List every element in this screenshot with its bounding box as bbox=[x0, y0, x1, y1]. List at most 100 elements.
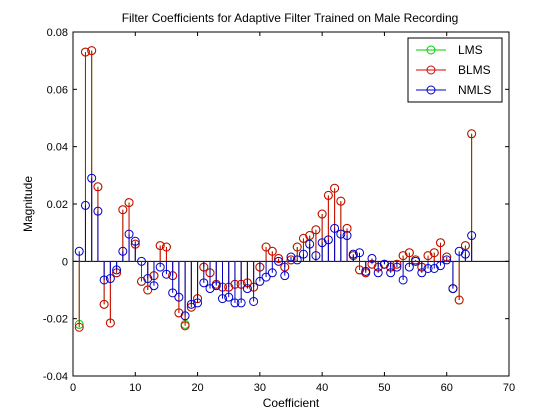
stem-marker bbox=[124, 198, 134, 208]
stem-marker bbox=[99, 275, 109, 285]
stem-marker bbox=[448, 284, 458, 294]
series-nmls bbox=[74, 173, 477, 321]
stem-marker bbox=[367, 253, 377, 263]
stem-marker bbox=[230, 298, 240, 308]
stem-marker bbox=[392, 259, 402, 269]
stem-marker bbox=[130, 236, 140, 246]
y-ticks: -0.04 -0.02 0 0.02 0.04 0.06 0.08 bbox=[43, 27, 509, 383]
stem-marker bbox=[429, 264, 439, 273]
stem-marker bbox=[249, 296, 259, 306]
stem-marker bbox=[292, 255, 302, 265]
stem-marker bbox=[342, 231, 352, 241]
stem-marker bbox=[467, 231, 477, 241]
stem-marker bbox=[336, 229, 346, 239]
x-tick-label: 70 bbox=[503, 382, 515, 394]
stems-layer bbox=[74, 46, 477, 332]
stem-marker bbox=[261, 272, 271, 282]
stem-marker bbox=[80, 200, 90, 210]
stem-marker bbox=[348, 249, 358, 259]
x-ticks: 0 10 20 30 40 50 60 70 bbox=[70, 32, 515, 394]
stem-marker bbox=[99, 299, 109, 309]
stem-marker bbox=[193, 298, 203, 308]
stem-marker bbox=[255, 276, 265, 286]
stem-marker bbox=[379, 259, 389, 269]
stem-marker bbox=[398, 251, 408, 261]
stem-marker bbox=[93, 206, 103, 216]
y-tick-label: 0 bbox=[62, 256, 68, 268]
stem-marker bbox=[217, 294, 227, 304]
stem-marker bbox=[155, 262, 165, 272]
stem-marker bbox=[105, 274, 115, 284]
stem-marker bbox=[149, 281, 159, 291]
stem-marker bbox=[174, 308, 184, 318]
x-tick-label: 20 bbox=[191, 382, 203, 394]
stem-marker bbox=[242, 284, 252, 294]
stem-marker bbox=[124, 229, 134, 239]
x-tick-label: 60 bbox=[441, 382, 453, 394]
stem-marker bbox=[186, 299, 196, 309]
y-tick-label: 0.02 bbox=[47, 199, 68, 211]
legend: LMS BLMS NMLS bbox=[407, 37, 503, 103]
stem-marker bbox=[323, 190, 333, 200]
stem-marker bbox=[105, 318, 115, 328]
stem-marker bbox=[267, 268, 277, 278]
stem-marker bbox=[404, 262, 414, 272]
stem-marker bbox=[143, 274, 153, 284]
stem-marker bbox=[137, 256, 147, 266]
stem-marker bbox=[311, 251, 321, 261]
stem-marker bbox=[74, 246, 84, 256]
stem-marker bbox=[168, 288, 178, 298]
stem-marker bbox=[112, 265, 122, 275]
chart-title: Filter Coefficients for Adaptive Filter … bbox=[122, 11, 459, 25]
stem-marker bbox=[211, 281, 221, 291]
stem-marker bbox=[404, 248, 414, 258]
stem-marker bbox=[423, 264, 433, 273]
stem-marker bbox=[467, 129, 477, 139]
y-tick-label: -0.02 bbox=[43, 314, 68, 326]
stem-marker bbox=[330, 223, 340, 233]
stem-marker bbox=[398, 275, 408, 285]
stem-marker bbox=[161, 269, 171, 279]
stem-marker bbox=[261, 242, 271, 252]
stem-marker bbox=[342, 223, 352, 233]
stem-marker bbox=[373, 268, 383, 278]
y-tick-label: 0.08 bbox=[47, 27, 68, 39]
stem-marker bbox=[411, 256, 421, 266]
stem-marker bbox=[392, 262, 402, 272]
stem-marker bbox=[305, 231, 315, 241]
stem-marker bbox=[87, 46, 97, 56]
stem-marker bbox=[317, 209, 327, 219]
x-tick-label: 50 bbox=[378, 382, 390, 394]
stem-marker bbox=[355, 248, 365, 258]
stem-marker bbox=[417, 268, 427, 278]
stem-marker bbox=[137, 276, 147, 286]
stem-marker bbox=[118, 205, 128, 215]
stem-marker bbox=[199, 278, 209, 288]
y-tick-label: -0.04 bbox=[43, 371, 68, 383]
stem-marker bbox=[460, 249, 470, 259]
stem-marker bbox=[429, 248, 439, 258]
stem-marker bbox=[292, 242, 302, 252]
stem-marker bbox=[336, 196, 346, 206]
stem-marker bbox=[274, 253, 284, 263]
stem-marker bbox=[236, 298, 246, 308]
legend-marker bbox=[426, 45, 436, 55]
stem-marker bbox=[280, 271, 290, 281]
stem-marker bbox=[80, 47, 90, 57]
stem-marker bbox=[174, 292, 184, 302]
stem-marker bbox=[155, 241, 165, 251]
legend-marker bbox=[426, 65, 436, 75]
stem-marker bbox=[435, 261, 445, 271]
stem-marker bbox=[87, 173, 97, 183]
stem-marker bbox=[355, 265, 365, 275]
x-tick-label: 10 bbox=[129, 382, 141, 394]
legend-box bbox=[407, 37, 503, 103]
x-tick-label: 40 bbox=[316, 382, 328, 394]
y-tick-label: 0.06 bbox=[47, 84, 68, 96]
legend-label: NMLS bbox=[458, 83, 491, 97]
x-tick-label: 30 bbox=[254, 382, 266, 394]
legend-label: BLMS bbox=[458, 63, 491, 77]
stem-marker bbox=[323, 235, 333, 245]
stem-marker bbox=[274, 256, 284, 266]
